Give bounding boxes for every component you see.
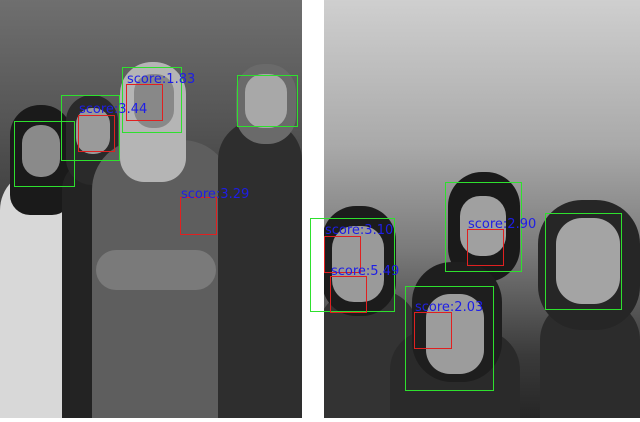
score-label: score:3.29 xyxy=(181,187,250,202)
score-region-box xyxy=(126,84,163,121)
face-detection-box xyxy=(122,67,182,133)
face-detection-box xyxy=(237,75,298,127)
score-region-box xyxy=(414,312,452,349)
bottom-strip xyxy=(0,418,640,422)
person-face xyxy=(426,294,484,374)
score-region-box xyxy=(180,197,217,235)
face-detection-box xyxy=(310,218,395,312)
face-detection-box xyxy=(61,95,120,161)
score-label: score:3.10 xyxy=(325,223,394,238)
score-label: score:2.03 xyxy=(415,300,484,315)
person-face xyxy=(134,74,174,128)
score-region-box xyxy=(467,229,504,266)
face-detection-box xyxy=(405,286,494,391)
panel-divider xyxy=(302,0,324,422)
person-face xyxy=(556,218,620,304)
score-label: score:3.44 xyxy=(79,102,148,117)
score-label: score:2.90 xyxy=(468,217,537,232)
person-face xyxy=(332,226,384,302)
score-label: score:5.49 xyxy=(331,264,400,279)
right-photo-panel xyxy=(324,0,640,418)
face-detection-box xyxy=(445,182,522,272)
face-detection-box xyxy=(14,121,75,187)
score-region-box xyxy=(324,236,361,273)
person-face xyxy=(22,125,60,177)
left-photo-panel xyxy=(0,0,302,418)
score-region-box xyxy=(78,115,115,152)
score-label: score:1.83 xyxy=(127,72,196,87)
person-face xyxy=(245,74,287,128)
person-silhouette xyxy=(218,120,302,418)
person-arms xyxy=(96,250,216,290)
score-region-box xyxy=(330,276,367,313)
face-detection-box xyxy=(545,213,622,310)
